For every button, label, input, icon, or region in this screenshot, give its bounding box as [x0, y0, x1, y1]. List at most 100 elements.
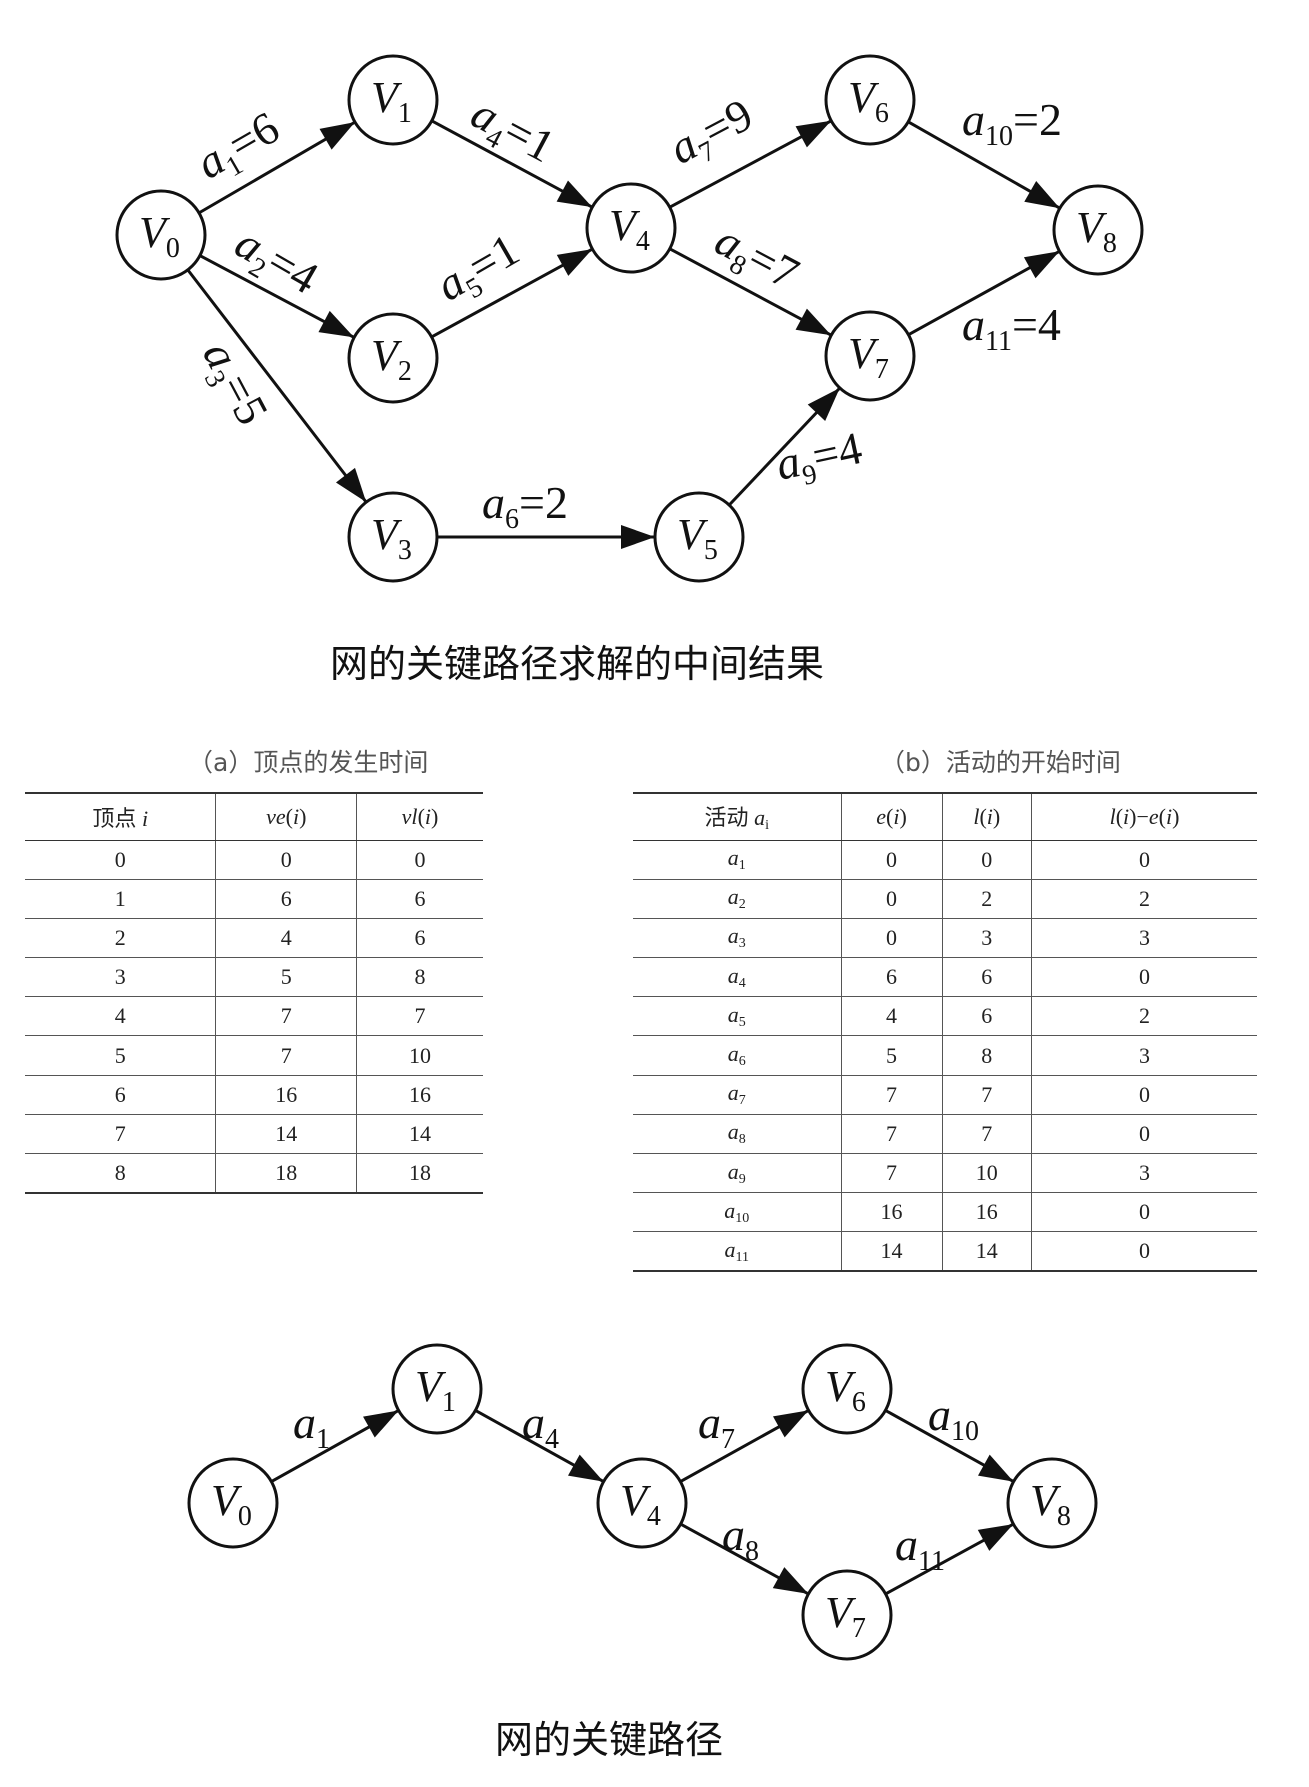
g1-edge-a9-arrowhead	[807, 387, 840, 421]
table-b-header-0: 活动 ai	[633, 792, 841, 841]
svg-text:V5: V5	[677, 510, 718, 566]
table-cell: a8	[633, 1114, 841, 1155]
table-b-header-2: l(i)	[941, 792, 1032, 841]
g1-edge-a10-arrowhead	[1024, 180, 1060, 209]
g2-edge-label-a4: a4	[522, 1397, 559, 1455]
table-cell: a2	[633, 879, 841, 919]
table-cell: 0	[1031, 1075, 1257, 1115]
svg-text:V8: V8	[1030, 1476, 1071, 1532]
table-cell: a11	[633, 1231, 841, 1273]
table-header-row: 活动 ai e(i) l(i) l(i)−e(i)	[633, 792, 1257, 841]
svg-text:V0: V0	[139, 208, 180, 264]
g1-node-v7: V7	[824, 310, 916, 402]
table-cell: 0	[356, 840, 483, 880]
svg-text:V3: V3	[371, 510, 412, 566]
table-cell: 6	[25, 1075, 216, 1115]
g1-edge-a7-arrowhead	[795, 120, 832, 148]
table-row: a4 6 6 0	[633, 957, 1257, 998]
table-cell: 7	[840, 1075, 943, 1115]
table-cell: a3	[633, 918, 841, 959]
g2-edge-label-a10: a10	[928, 1389, 979, 1447]
svg-text:V8: V8	[1076, 203, 1117, 259]
table-cell: a10	[633, 1192, 841, 1233]
g1-node-v4: V4	[585, 182, 677, 274]
table-cell: 5	[25, 1035, 216, 1076]
g1-edge-label-a6: a6=2	[482, 477, 568, 535]
table-row: 5 7 10	[25, 1035, 483, 1076]
table-cell: 16	[840, 1192, 943, 1233]
table-a-header-2: vl(i)	[356, 792, 483, 841]
table-cell: 0	[840, 879, 943, 919]
table-row: a1 0 0 0	[633, 840, 1257, 880]
g2-edge-label-a11: a11	[895, 1519, 945, 1577]
g1-edge-a5-arrowhead	[556, 249, 593, 276]
table-cell: a4	[633, 957, 841, 998]
table-cell: 14	[941, 1231, 1032, 1273]
g2-edge-a10-arrowhead	[977, 1454, 1014, 1482]
g1-edge-a8-arrowhead	[795, 308, 832, 336]
critical-path-graph: a1 a4 a7 a8 a10 a11 V0 V1 V4 V6 V7 V8	[187, 1343, 1098, 1661]
table-a-header-1: ve(i)	[215, 792, 357, 841]
table-cell: 3	[1031, 1035, 1257, 1076]
g2-node-v6: V6	[801, 1343, 893, 1435]
table-cell: 10	[941, 1153, 1032, 1194]
figure-caption-critical-path: 网的关键路径	[495, 1718, 724, 1762]
table-cell: 0	[1031, 840, 1257, 880]
vertex-time-table: 顶点 i ve(i) vl(i) 0 0 0 1 6 6 2 4 6 3 5 8 4 7 7 5 7 10 6 16 16 7…	[25, 792, 483, 1194]
svg-text:V4: V4	[609, 201, 650, 257]
g2-edge-label-a8: a8	[722, 1509, 759, 1567]
g2-edge-a7-arrowhead	[772, 1410, 809, 1438]
table-header-row: 顶点 i ve(i) vl(i)	[25, 792, 483, 841]
table-cell: 6	[941, 957, 1032, 998]
g1-edge-a11-arrowhead	[1023, 251, 1060, 279]
g1-edge-a3	[186, 268, 368, 504]
table-cell: 2	[941, 879, 1032, 919]
table-row: a2 0 2 2	[633, 879, 1257, 919]
g2-node-v1: V1	[391, 1343, 483, 1435]
table-row: a7 7 7 0	[633, 1075, 1257, 1115]
g1-node-v8: V8	[1052, 184, 1144, 276]
table-cell: 0	[840, 918, 943, 959]
g1-edge-label-a9: a9=4	[771, 422, 867, 497]
g1-edge-a6-arrowhead	[621, 525, 655, 549]
table-cell: 3	[1031, 1153, 1257, 1194]
table-cell: a5	[633, 996, 841, 1037]
g1-edge-label-a3: a3=5	[187, 333, 279, 436]
table-cell: a7	[633, 1075, 841, 1115]
table-row: 6 16 16	[25, 1075, 483, 1115]
table-cell: 7	[25, 1114, 216, 1155]
table-cell: 7	[941, 1114, 1032, 1155]
table-cell: 1	[25, 879, 216, 919]
table-cell: 3	[25, 957, 216, 998]
g2-node-v7: V7	[801, 1569, 893, 1661]
figure-caption-intermediate-results: 网的关键路径求解的中间结果	[330, 642, 825, 686]
g2-node-v4: V4	[596, 1457, 688, 1549]
table-cell: 18	[215, 1153, 357, 1194]
table-cell: 14	[215, 1114, 357, 1155]
table-cell: 7	[215, 1035, 357, 1076]
g1-edge-label-a11: a11=4	[962, 299, 1061, 357]
g1-edge-label-a8: a8=7	[704, 214, 807, 306]
table-cell: 8	[941, 1035, 1032, 1076]
table-row: a10 16 16 0	[633, 1192, 1257, 1233]
svg-text:V7: V7	[848, 329, 889, 385]
table-cell: 7	[215, 996, 357, 1037]
svg-text:V2: V2	[371, 331, 412, 387]
table-b-caption: （b）活动的开始时间	[880, 748, 1121, 777]
g1-edge-a2-arrowhead	[318, 310, 355, 338]
table-cell: 4	[840, 996, 943, 1037]
g1-node-v2: V2	[347, 312, 439, 404]
table-row: a9 7 10 3	[633, 1153, 1257, 1194]
table-cell: 7	[840, 1114, 943, 1155]
g1-edge-label-a5: a5=1	[428, 224, 531, 317]
svg-text:V1: V1	[371, 73, 412, 129]
g2-edge-a1-arrowhead	[363, 1410, 399, 1438]
table-cell: 2	[1031, 879, 1257, 919]
g1-node-v1: V1	[347, 54, 439, 146]
table-cell: 6	[941, 996, 1032, 1037]
